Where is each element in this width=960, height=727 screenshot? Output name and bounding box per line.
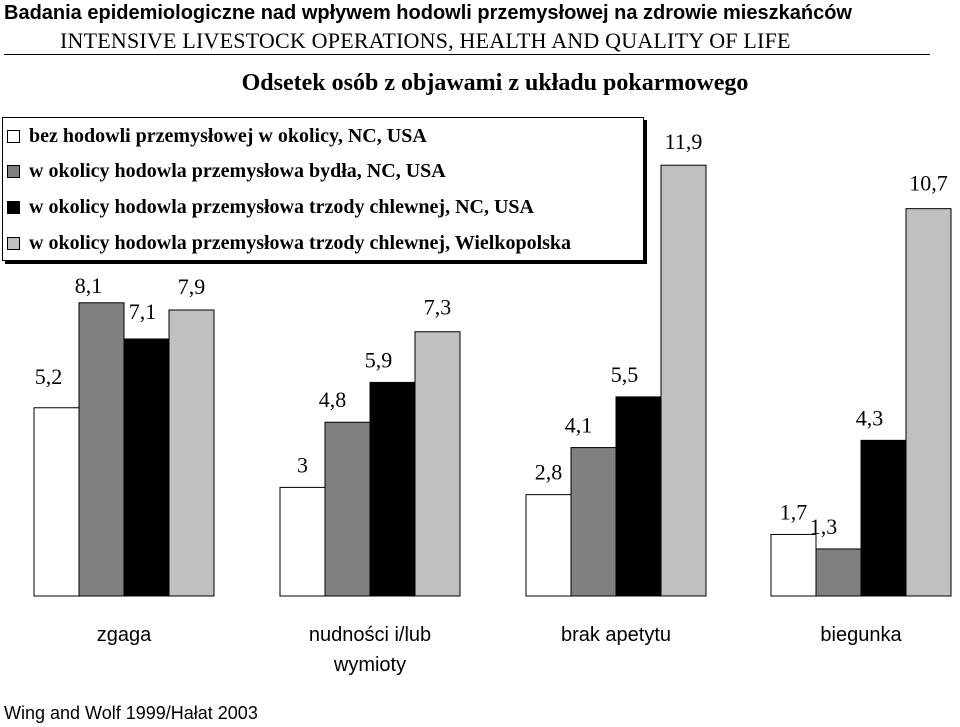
- bar-2-0: [123, 338, 170, 597]
- data-label-1-3: 1,3: [810, 514, 838, 539]
- legend-label-0: bez hodowli przemysłowej w okolicy, NC, …: [29, 124, 427, 147]
- bar-0-3: [770, 533, 817, 597]
- bar-0-2: [525, 494, 572, 597]
- legend-item-1: w okolicy hodowla przemysłowa bydła, NC,…: [7, 159, 446, 183]
- legend-swatch-0: [7, 129, 20, 143]
- bar-3-1: [414, 331, 461, 597]
- data-label-2-1: 5,9: [365, 347, 393, 372]
- data-label-0-1: 3: [297, 452, 308, 477]
- source-citation: Wing and Wolf 1999/Hałat 2003: [4, 703, 258, 723]
- category-label-0: zgaga: [97, 624, 152, 646]
- bar-3-3: [905, 208, 952, 597]
- data-label-0-0: 5,2: [35, 364, 63, 389]
- data-label-3-2: 11,9: [665, 129, 703, 154]
- bar-3-2: [660, 164, 707, 597]
- header-subtitle: INTENSIVE LIVESTOCK OPERATIONS, HEALTH A…: [60, 28, 791, 53]
- bar-2-2: [615, 396, 662, 597]
- data-label-2-2: 5,5: [611, 362, 639, 387]
- bar-1-1: [324, 421, 371, 597]
- bar-1-2: [570, 447, 617, 597]
- data-label-3-1: 7,3: [424, 295, 452, 320]
- data-label-0-3: 1,7: [780, 499, 808, 524]
- data-label-3-3: 10,7: [909, 171, 948, 196]
- header-divider: [4, 54, 930, 55]
- category-label-2: brak apetytu: [561, 624, 671, 646]
- category-label-3: biegunka: [820, 624, 902, 646]
- legend-swatch-3: [7, 236, 20, 250]
- bar-1-0: [78, 302, 125, 597]
- legend-swatch-1: [7, 164, 20, 178]
- data-label-0-2: 2,8: [535, 460, 563, 485]
- bar-2-1: [369, 381, 416, 597]
- bar-0-1: [279, 486, 326, 597]
- legend-swatch-2: [7, 200, 20, 214]
- header-title: Badania epidemiologiczne nad wpływem hod…: [4, 2, 852, 24]
- legend-item-3: w okolicy hodowla przemysłowa trzody chl…: [7, 231, 571, 255]
- data-label-2-0: 7,1: [129, 299, 157, 324]
- legend-label-2: w okolicy hodowla przemysłowa trzody chl…: [29, 195, 534, 218]
- category-label-1: nudności i/lub wymioty: [309, 624, 431, 676]
- bar-3-0: [168, 309, 215, 597]
- bar-0-0: [33, 407, 80, 597]
- legend-label-3: w okolicy hodowla przemysłowa trzody chl…: [29, 231, 572, 254]
- data-label-1-2: 4,1: [565, 413, 593, 438]
- data-label-1-0: 8,1: [75, 273, 103, 298]
- data-label-3-0: 7,9: [178, 274, 206, 299]
- legend-item-0: bez hodowli przemysłowej w okolicy, NC, …: [7, 124, 427, 148]
- bar-2-3: [860, 439, 907, 597]
- legend-label-1: w okolicy hodowla przemysłowa bydła, NC,…: [29, 159, 446, 182]
- chart-title: Odsetek osób z objawami z układu pokarmo…: [241, 70, 749, 96]
- data-label-1-1: 4,8: [319, 387, 347, 412]
- bar-1-3: [815, 548, 862, 597]
- legend: bez hodowli przemysłowej w okolicy, NC, …: [2, 117, 644, 261]
- data-label-2-3: 4,3: [856, 405, 884, 430]
- legend-item-2: w okolicy hodowla przemysłowa trzody chl…: [7, 195, 534, 219]
